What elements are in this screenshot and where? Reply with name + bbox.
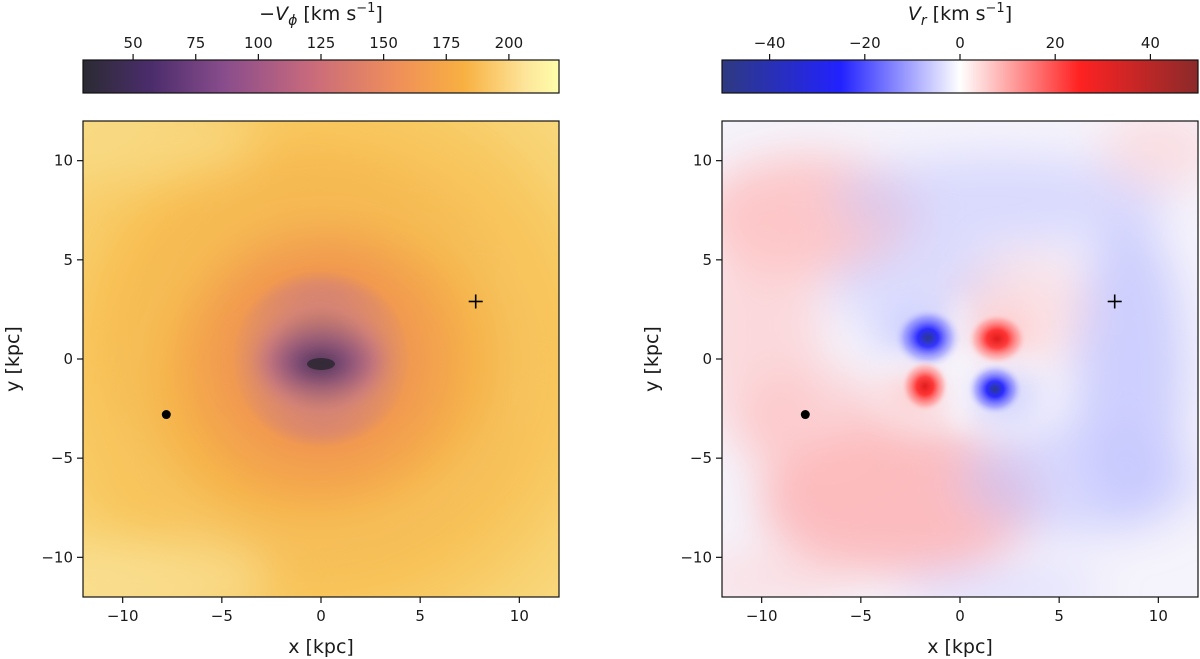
- colorbar-vphi-gradient: [82, 59, 560, 94]
- y-tick-label: −5: [690, 449, 712, 467]
- axis-ticks-vr: −10 −5 0 5 10 −10 −5 0 5 10: [680, 152, 1168, 625]
- colorbar-tick-label: 40: [1141, 34, 1160, 52]
- sun-position-marker: [800, 410, 810, 420]
- colorbar-tick-label: −40: [754, 34, 786, 52]
- y-axis-label-vphi: y [kpc]: [2, 326, 24, 392]
- x-tick-label: 10: [510, 607, 529, 625]
- x-tick-label: 0: [316, 607, 326, 625]
- markers-vr: [800, 294, 1122, 420]
- colorbar-tick-label: 75: [186, 34, 205, 52]
- y-tick-label: 10: [54, 152, 73, 170]
- colorbar-tick-label: 125: [307, 34, 336, 52]
- markers-vphi: [161, 294, 483, 420]
- colorbar-vr-ticks: −40 −20 0 20 40: [754, 34, 1160, 60]
- x-tick-label: 0: [955, 607, 965, 625]
- y-tick-label: 5: [63, 251, 73, 269]
- y-tick-label: −5: [51, 449, 73, 467]
- colorbar-vphi-ticks: 50 75 100 125 150 175 200: [124, 34, 524, 60]
- y-tick-label: 0: [63, 350, 73, 368]
- x-tick-label: 5: [1054, 607, 1064, 625]
- y-tick-label: 0: [702, 350, 712, 368]
- y-tick-label: −10: [41, 548, 73, 566]
- y-tick-label: 10: [693, 152, 712, 170]
- colorbar-tick-label: 200: [495, 34, 524, 52]
- colorbar-vr-title: Vr [km s−1]: [908, 1, 1012, 29]
- colorbar-tick-label: −20: [849, 34, 881, 52]
- x-tick-label: −5: [211, 607, 233, 625]
- colorbar-tick-label: 50: [124, 34, 143, 52]
- x-tick-label: 10: [1149, 607, 1168, 625]
- x-tick-label: −5: [850, 607, 872, 625]
- x-axis-label-vr: x [kpc]: [927, 636, 993, 658]
- heatmap-vphi: [83, 121, 559, 597]
- y-axis-label-vr: y [kpc]: [641, 326, 663, 392]
- colorbar-tick-label: 20: [1046, 34, 1065, 52]
- colorbar-vr-gradient: [721, 59, 1199, 94]
- x-axis-label-vphi: x [kpc]: [288, 636, 354, 658]
- colorbar-vphi: −Vϕ [km s−1] 50 75 100 125 150 175 200: [82, 1, 560, 94]
- panel-vphi: −Vϕ [km s−1] 50 75 100 125 150 175 200: [2, 1, 560, 658]
- colorbar-tick-label: 175: [432, 34, 461, 52]
- plus-marker: [468, 294, 483, 309]
- x-tick-label: −10: [107, 607, 139, 625]
- heatmap-vr: [722, 121, 1198, 597]
- x-tick-label: −10: [746, 607, 778, 625]
- colorbar-vr: Vr [km s−1] −40 −20 0 20 40: [721, 1, 1199, 94]
- x-tick-label: 5: [415, 607, 425, 625]
- plus-marker: [1107, 294, 1122, 309]
- colorbar-tick-label: 0: [955, 34, 965, 52]
- colorbar-tick-label: 150: [369, 34, 398, 52]
- sun-position-marker: [161, 410, 171, 420]
- panel-vr: Vr [km s−1] −40 −20 0 20 40: [641, 1, 1199, 658]
- y-tick-label: −10: [680, 548, 712, 566]
- colorbar-tick-label: 100: [244, 34, 273, 52]
- axis-ticks-vphi: −10 −5 0 5 10 −10 −5 0 5 10: [41, 152, 529, 625]
- colorbar-vphi-title: −Vϕ [km s−1]: [259, 1, 383, 29]
- y-tick-label: 5: [702, 251, 712, 269]
